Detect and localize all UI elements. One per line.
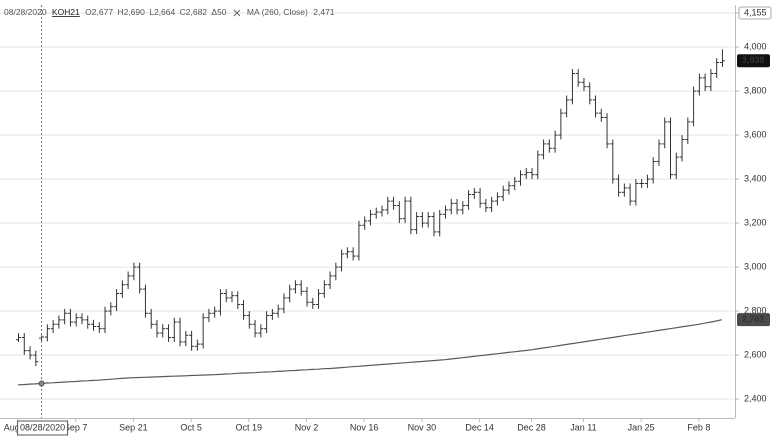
remove-study-icon[interactable] [233, 9, 241, 17]
x-tick-label: Jan 11 [570, 422, 596, 432]
x-tick-label: Feb 8 [687, 422, 710, 432]
crosshair-point [38, 380, 45, 387]
y-tick-label: 4,000 [744, 41, 767, 51]
header-date: 08/28/2020 [4, 7, 47, 17]
y-tick-label: 3,400 [744, 173, 767, 183]
crosshair-date-box [17, 420, 69, 436]
overlay: 2,400 2,600 2,800 3,000 3,200 3,400 3,600 3,800… [4, 5, 772, 436]
y-tick-label: 3,200 [744, 217, 767, 227]
header-ma-name: MA (260, Close) [247, 7, 308, 17]
ma-last-label: 2,761 [742, 314, 765, 324]
x-tick-label: Oct 5 [180, 422, 202, 432]
plot [16, 49, 725, 386]
y-tick-label: 3,000 [744, 261, 767, 271]
ma-line [17, 319, 723, 386]
grid [0, 12, 739, 422]
x-tick-label: Nov 30 [408, 422, 437, 432]
header-field: H2,690 [117, 7, 145, 17]
y-tick-label: 2,800 [744, 305, 767, 315]
y-tick-label: 2,400 [744, 393, 767, 403]
x-tick-label: Dec 14 [465, 422, 494, 432]
x-tick-label: Nov 2 [295, 422, 319, 432]
y-tick-label: 4,155 [744, 7, 767, 17]
y-max-box [738, 6, 772, 20]
x-tick-label: Jan 25 [628, 422, 655, 432]
last-price-box [737, 54, 770, 68]
last-price-label: 3,938 [742, 55, 765, 65]
ma-last-box [737, 313, 770, 327]
icon-stroke [233, 9, 241, 17]
header-field: C2,682 [180, 7, 208, 17]
header-field: Δ50 [211, 7, 226, 17]
crosshair-date: 08/28/2020 [20, 422, 65, 432]
header-symbol: KOH21 [52, 7, 80, 17]
header: 08/28/2020 KOH21 O2,677 H2,690 L2,664 C2… [4, 7, 335, 17]
y-tick-label: 2,600 [744, 349, 767, 359]
header-field: L2,664 [149, 7, 175, 17]
x-tick-label: Sep 21 [119, 422, 148, 432]
x-tick-label: Nov 16 [350, 422, 379, 432]
x-tick-label: Dec 28 [517, 422, 546, 432]
y-tick-label: 3,600 [744, 129, 767, 139]
x-tick-label: Oct 19 [236, 422, 263, 432]
header-ma-value: 2,471 [313, 7, 335, 17]
header-field: O2,677 [85, 7, 113, 17]
y-tick-label: 3,800 [744, 85, 767, 95]
x-tick-label: Sep 7 [64, 422, 88, 432]
